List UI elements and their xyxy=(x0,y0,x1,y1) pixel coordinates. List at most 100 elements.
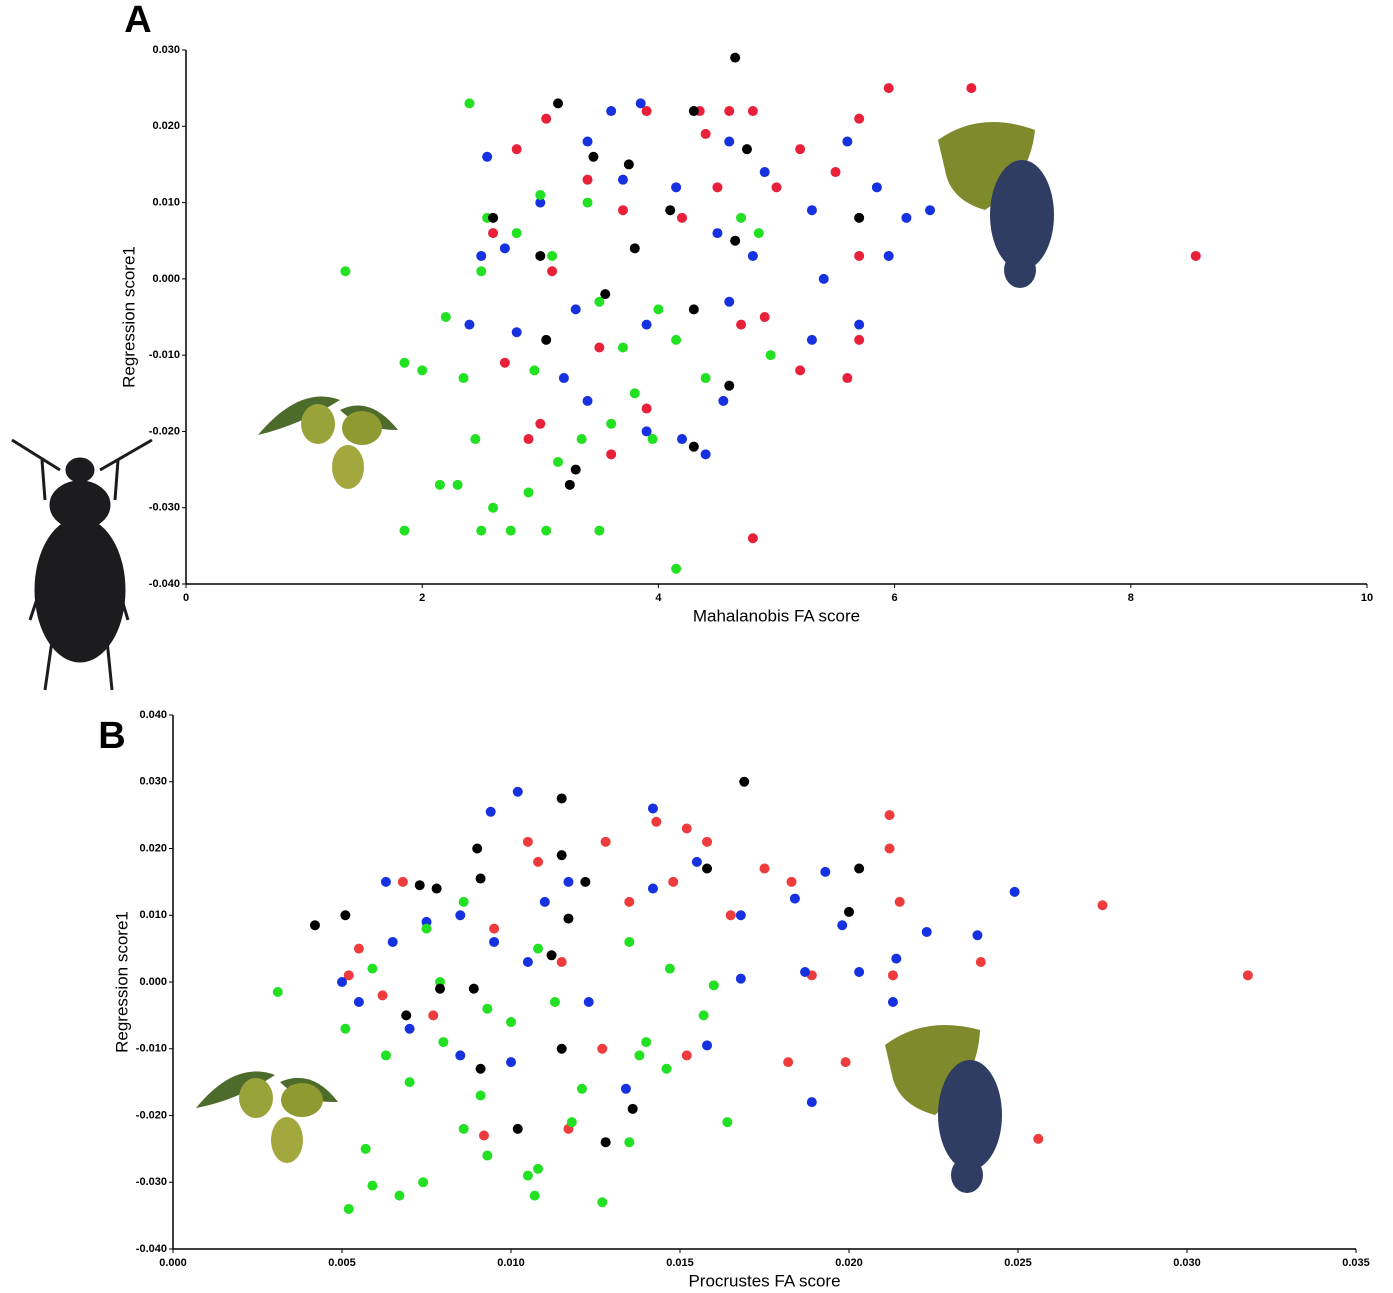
scatter-point xyxy=(464,98,475,109)
scatter-point xyxy=(600,1137,611,1148)
scatter-point xyxy=(854,319,865,330)
scatter-point xyxy=(576,1083,587,1094)
scatter-point xyxy=(887,997,898,1008)
x-axis-label: Mahalanobis FA score xyxy=(693,606,860,625)
scatter-point xyxy=(725,910,736,921)
y-tick-label: 0.020 xyxy=(139,842,167,854)
scatter-point xyxy=(894,896,905,907)
y-tick-label: 0.000 xyxy=(152,273,180,285)
scatter-point xyxy=(535,197,546,208)
scatter-point xyxy=(629,388,640,399)
scatter-point xyxy=(884,810,895,821)
scatter-point xyxy=(966,83,977,94)
scatter-point xyxy=(883,83,894,94)
scatter-point xyxy=(735,973,746,984)
scatter-point xyxy=(594,525,605,536)
y-tick-label: -0.040 xyxy=(149,578,180,590)
scatter-point xyxy=(620,1083,631,1094)
scatter-point xyxy=(624,896,635,907)
scatter-point xyxy=(343,1203,354,1214)
scatter-point xyxy=(343,970,354,981)
scatter-point xyxy=(533,943,544,954)
scatter-point xyxy=(759,312,770,322)
scatter-point xyxy=(428,1010,439,1021)
scatter-point xyxy=(476,525,487,536)
scatter-point xyxy=(641,1037,652,1048)
scatter-point xyxy=(647,883,658,894)
scatter-point xyxy=(681,823,692,834)
x-tick-label: 2 xyxy=(419,592,425,604)
scatter-point xyxy=(891,953,902,964)
scatter-point xyxy=(476,250,487,261)
scatter-point xyxy=(887,970,898,981)
x-tick-label: 0.015 xyxy=(666,1257,694,1269)
scatter-point xyxy=(671,563,682,574)
x-tick-label: 0 xyxy=(183,592,189,604)
scatter-point xyxy=(708,980,719,991)
scatter-point xyxy=(499,357,510,368)
scatter-point xyxy=(688,304,699,315)
scatter-point xyxy=(472,843,483,854)
scatter-point xyxy=(506,1057,516,1068)
x-tick-label: 0.035 xyxy=(1342,1257,1370,1269)
scatter-point xyxy=(606,449,617,460)
scatter-point xyxy=(476,266,487,277)
y-tick-label: 0.010 xyxy=(139,909,167,921)
scatter-point xyxy=(606,418,617,429)
scatter-point xyxy=(340,1023,351,1034)
scatter-point xyxy=(854,334,865,345)
x-tick-label: 0.010 xyxy=(497,1257,525,1269)
scatter-point xyxy=(702,1040,713,1051)
scatter-point xyxy=(854,212,865,223)
scatter-point xyxy=(724,296,735,307)
scatter-point xyxy=(558,373,569,384)
scatter-point xyxy=(661,1063,672,1074)
panel-label: B xyxy=(98,715,125,757)
scatter-point xyxy=(272,987,283,998)
scatter-point xyxy=(765,350,776,361)
scatter-point xyxy=(353,997,364,1008)
scatter-point xyxy=(712,228,723,239)
scatter-point xyxy=(556,850,567,861)
y-tick-label: 0.030 xyxy=(152,44,180,56)
scatter-point xyxy=(455,910,466,921)
y-tick-label: 0.030 xyxy=(139,776,167,788)
scatter-point xyxy=(624,936,635,947)
scatter-point xyxy=(771,182,782,193)
scatter-point xyxy=(724,136,735,147)
scatter-point xyxy=(511,144,522,155)
scatter-point xyxy=(431,883,442,894)
scatter-point xyxy=(488,228,499,239)
scatter-point xyxy=(489,923,500,934)
scatter-point xyxy=(700,449,711,460)
scatter-point xyxy=(739,776,750,787)
scatter-point xyxy=(806,1097,817,1108)
scatter-point xyxy=(387,936,398,947)
scatter-point xyxy=(399,357,410,368)
beetle-illustration xyxy=(11,438,153,691)
scatter-point xyxy=(975,956,986,967)
scatter-point xyxy=(478,1130,489,1141)
scatter-point xyxy=(641,426,652,437)
y-tick-label: -0.020 xyxy=(136,1109,167,1121)
scatter-point xyxy=(635,98,646,109)
scatter-point xyxy=(617,174,628,185)
scatter-point xyxy=(570,464,581,475)
scatter-point xyxy=(414,880,425,891)
scatter-point xyxy=(482,1003,493,1014)
scatter-point xyxy=(688,441,699,452)
scatter-point xyxy=(404,1023,415,1034)
scatter-point xyxy=(597,1197,608,1208)
scatter-point xyxy=(702,836,713,847)
scatter-point xyxy=(512,1123,523,1134)
panel-label: A xyxy=(124,0,151,41)
scatter-point xyxy=(455,1050,466,1061)
scatter-point xyxy=(475,1090,486,1101)
scatter-point xyxy=(830,167,841,178)
scatter-point xyxy=(783,1057,794,1068)
scatter-point xyxy=(702,863,713,874)
scatter-point xyxy=(806,205,817,216)
scatter-point xyxy=(549,997,560,1008)
scatter-point xyxy=(337,977,347,987)
scatter-point xyxy=(724,380,735,391)
